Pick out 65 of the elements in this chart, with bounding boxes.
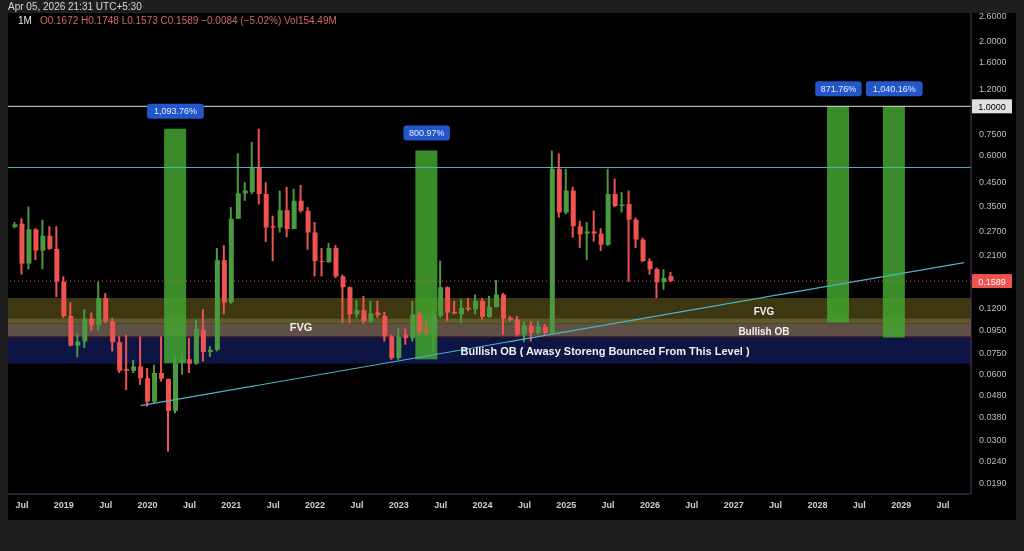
y-tick-label: 0.0480 [979, 390, 1007, 401]
y-tick-label: 0.0240 [979, 455, 1007, 466]
x-tick-label: Jul [15, 500, 29, 511]
x-tick-label: Jul [99, 500, 113, 511]
bar [827, 106, 850, 323]
x-tick-label: Jul [852, 500, 866, 511]
x-tick-label: 2022 [305, 500, 326, 511]
candlestick [124, 334, 130, 390]
annotation: 1,040.16% [872, 83, 916, 94]
bar [164, 128, 187, 364]
y-tick-label: 0.0300 [979, 434, 1007, 445]
candlestick [619, 192, 625, 213]
x-tick-label: Jul [517, 500, 531, 511]
y-tick-label: 0.1200 [979, 302, 1007, 313]
y-tick-label: 0.0950 [979, 325, 1007, 336]
bar [415, 150, 438, 360]
y-tick-label: 0.0190 [979, 478, 1007, 489]
x-tick-label: Jul [601, 500, 615, 511]
x-tick-label: Jul [182, 500, 196, 511]
x-tick-label: Jul [769, 500, 783, 511]
x-tick-label: 2026 [639, 500, 661, 511]
x-tick-label: 2025 [556, 500, 577, 511]
x-tick-label: Jul [434, 500, 448, 511]
y-tick-label: 0.6000 [979, 150, 1007, 161]
annotation: 800.97% [408, 128, 445, 139]
y-tick-label: 0.4500 [979, 177, 1007, 188]
x-tick-label: 2024 [472, 500, 493, 511]
chart-subtitle: O0.1672 H0.1748 L0.1573 C0.1589 −0.0084 (−5.02%) Vol154.49M [39, 15, 337, 26]
x-tick-label: 2027 [723, 500, 744, 511]
candlestick [270, 215, 276, 262]
y-tick-label: 0.0380 [979, 412, 1007, 423]
candlestick [591, 210, 597, 242]
y-tick-label: 1.6000 [979, 56, 1007, 67]
x-tick-label: Jul [936, 500, 950, 511]
x-tick-label: 2023 [388, 500, 409, 511]
band-label: Bullish OB [738, 326, 790, 338]
ref-line-label: 0.1589 [978, 276, 1006, 287]
x-tick-label: Jul [350, 500, 364, 511]
x-tick-label: 2019 [53, 500, 74, 511]
x-tick-label: Jul [685, 500, 699, 511]
annotation: 871.76% [820, 83, 857, 94]
y-tick-label: 0.2100 [979, 249, 1007, 260]
y-tick-label: 2.0000 [979, 35, 1007, 46]
annotation: 1,093.76% [153, 106, 197, 117]
x-tick-label: 2028 [807, 500, 828, 511]
x-tick-label: Jul [266, 500, 280, 511]
y-tick-label: 0.3500 [979, 201, 1007, 212]
band-label: Bullish OB ( Awasy Storeng Bounced From This Level ) [460, 344, 750, 357]
y-tick-label: 0.7500 [979, 128, 1007, 139]
y-tick-label: 0.0600 [979, 368, 1007, 379]
y-tick-label: 0.2700 [979, 225, 1007, 236]
annotation: FVG [289, 321, 313, 334]
ref-line-label: 1.0000 [978, 101, 1006, 112]
band-label: FVG [753, 305, 775, 317]
text: Apr 05, 2026 21:31 UTC+5:30 [8, 1, 142, 12]
candlestick [319, 248, 325, 277]
x-tick-label: 2029 [891, 500, 912, 511]
y-tick-label: 2.6000 [979, 10, 1007, 21]
x-tick-label: 2021 [221, 500, 242, 511]
y-tick-label: 1.2000 [979, 84, 1007, 95]
candlestick [584, 221, 590, 261]
x-tick-label: 2020 [137, 500, 158, 511]
y-tick-label: 0.0750 [979, 347, 1007, 358]
chart-title: 1M [18, 15, 32, 26]
bar [882, 106, 905, 338]
